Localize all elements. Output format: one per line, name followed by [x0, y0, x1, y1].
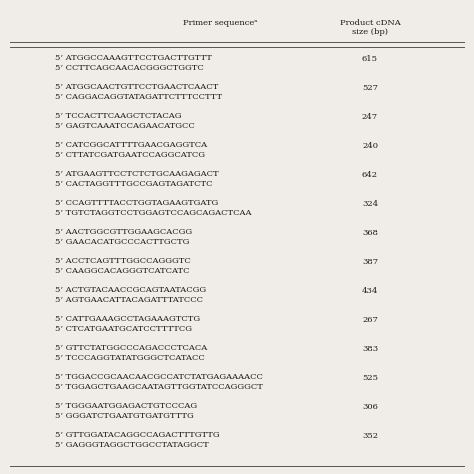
- Text: 306: 306: [362, 403, 378, 411]
- Text: 5’ TGGAGCTGAAGCAATAGTTGGTATCCAGGGCT: 5’ TGGAGCTGAAGCAATAGTTGGTATCCAGGGCT: [55, 383, 263, 391]
- Text: 5’ ATGAAGTTCCTCTCTGCAAGAGACT: 5’ ATGAAGTTCCTCTCTGCAAGAGACT: [55, 170, 219, 178]
- Text: 5’ TCCACTTCAAGCTCTACAG: 5’ TCCACTTCAAGCTCTACAG: [55, 112, 182, 120]
- Text: 5’ GGGATCTGAATGTGATGTTTG: 5’ GGGATCTGAATGTGATGTTTG: [55, 412, 194, 420]
- Text: 434: 434: [362, 287, 378, 295]
- Text: 267: 267: [362, 316, 378, 324]
- Text: 387: 387: [362, 258, 378, 266]
- Text: Primer sequenceᵃ: Primer sequenceᵃ: [183, 19, 257, 27]
- Text: 5’ AGTGAACATTACAGATTTATCCC: 5’ AGTGAACATTACAGATTTATCCC: [55, 296, 203, 304]
- Text: 5’ CATCGGCATTTTGAACGAGGTCA: 5’ CATCGGCATTTTGAACGAGGTCA: [55, 141, 207, 149]
- Text: 5’ TCCCAGGTATATGGGCTCATACC: 5’ TCCCAGGTATATGGGCTCATACC: [55, 354, 205, 362]
- Text: 5’ ATGGCAACTGTTCCTGAACTCAACT: 5’ ATGGCAACTGTTCCTGAACTCAACT: [55, 83, 218, 91]
- Text: 5’ TGGACCGCAACAACGCCATCTATGAGAAAACC: 5’ TGGACCGCAACAACGCCATCTATGAGAAAACC: [55, 373, 263, 381]
- Text: 642: 642: [362, 171, 378, 179]
- Text: 247: 247: [362, 113, 378, 121]
- Text: 5’ GAACACATGCCCACTTGCTG: 5’ GAACACATGCCCACTTGCTG: [55, 238, 190, 246]
- Text: 5’ ACCTCAGTTTGGCCAGGGTC: 5’ ACCTCAGTTTGGCCAGGGTC: [55, 257, 191, 265]
- Text: 5’ GAGGGTAGGCTGGCCTATAGGCT: 5’ GAGGGTAGGCTGGCCTATAGGCT: [55, 441, 209, 449]
- Text: 383: 383: [362, 345, 378, 353]
- Text: 5’ ACTGTACAACCGCAGTAATACGG: 5’ ACTGTACAACCGCAGTAATACGG: [55, 286, 206, 294]
- Text: Product cDNA
size (bp): Product cDNA size (bp): [340, 19, 401, 36]
- Text: 5’ CTTATCGATGAATCCAGGCATCG: 5’ CTTATCGATGAATCCAGGCATCG: [55, 151, 205, 159]
- Text: 5’ CATTGAAAGCCTAGAAAGTCTG: 5’ CATTGAAAGCCTAGAAAGTCTG: [55, 315, 200, 323]
- Text: 5’ CCAGTTTTACCTGGTAGAAGTGATG: 5’ CCAGTTTTACCTGGTAGAAGTGATG: [55, 199, 218, 207]
- Text: 525: 525: [362, 374, 378, 382]
- Text: 5’ CAAGGCACAGGGTCATCATC: 5’ CAAGGCACAGGGTCATCATC: [55, 267, 190, 275]
- Text: 5’ CTCATGAATGCATCCTTTTCG: 5’ CTCATGAATGCATCCTTTTCG: [55, 325, 192, 333]
- Text: 5’ CAGGACAGGTATAGATTCTTTCCTTT: 5’ CAGGACAGGTATAGATTCTTTCCTTT: [55, 93, 222, 101]
- Text: 615: 615: [362, 55, 378, 63]
- Text: 324: 324: [362, 200, 378, 208]
- Text: 5’ GTTGGATACAGGCCAGACTTTGTTG: 5’ GTTGGATACAGGCCAGACTTTGTTG: [55, 431, 219, 439]
- Text: 5’ GAGTCAAATCCAGAACATGCC: 5’ GAGTCAAATCCAGAACATGCC: [55, 122, 195, 130]
- Text: 5’ TGTCTAGGTCCTGGAGTCCAGCAGACTCAA: 5’ TGTCTAGGTCCTGGAGTCCAGCAGACTCAA: [55, 209, 252, 217]
- Text: 5’ CACTAGGTTTGCCGAGTAGATCTC: 5’ CACTAGGTTTGCCGAGTAGATCTC: [55, 180, 212, 188]
- Text: 5’ CCTTCAGCAACACGGGCTGGTC: 5’ CCTTCAGCAACACGGGCTGGTC: [55, 64, 204, 72]
- Text: 352: 352: [362, 432, 378, 440]
- Text: 5’ AACTGGCGTTGGAAGCACGG: 5’ AACTGGCGTTGGAAGCACGG: [55, 228, 192, 236]
- Text: 5’ ATGGCCAAAGTTCCTGACTTGTTT: 5’ ATGGCCAAAGTTCCTGACTTGTTT: [55, 54, 212, 62]
- Text: 5’ GTTCTATGGCCCAGACCCTCACA: 5’ GTTCTATGGCCCAGACCCTCACA: [55, 344, 207, 352]
- Text: 527: 527: [362, 84, 378, 92]
- Text: 368: 368: [362, 229, 378, 237]
- Text: 5’ TGGGAATGGAGACTGTCCCAG: 5’ TGGGAATGGAGACTGTCCCAG: [55, 402, 197, 410]
- Text: 240: 240: [362, 142, 378, 150]
